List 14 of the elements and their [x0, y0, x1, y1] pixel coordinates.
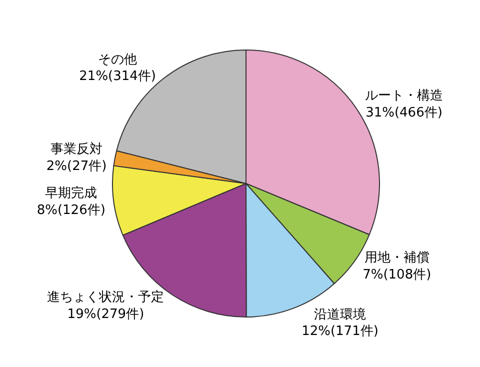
data-label: 19%(279件) [67, 306, 144, 322]
slice-label: 早期完成 [45, 184, 98, 201]
data-label: 12%(171件) [302, 324, 378, 340]
data-label: 8%(126件) [36, 202, 106, 218]
data-label: 31%(466件) [366, 105, 442, 120]
slice-label: 事業反対 [50, 141, 103, 158]
data-label: 21%(314件) [79, 69, 156, 84]
data-label: 7%(108件) [362, 267, 432, 282]
slice-label: その他 [98, 52, 138, 68]
data-label: 2%(27件) [46, 159, 107, 174]
slice-label: 用地・補償 [364, 250, 430, 266]
slice-label: ルート・構造 [364, 88, 443, 104]
slice-label: 沿道環境 [314, 306, 366, 322]
slice-label: 進ちょく状況・予定 [47, 290, 164, 305]
